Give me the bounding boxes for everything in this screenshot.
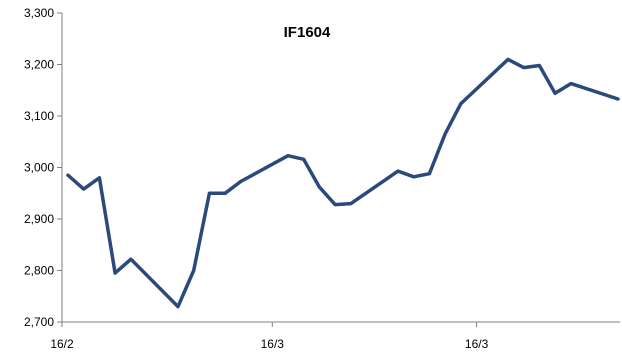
data-point bbox=[396, 169, 400, 173]
y-tick-label: 3,100 bbox=[24, 109, 54, 123]
data-point bbox=[192, 269, 195, 272]
series-line-0 bbox=[66, 57, 620, 309]
data-point bbox=[569, 82, 573, 85]
data-point bbox=[208, 192, 211, 195]
data-point bbox=[412, 175, 415, 178]
chart-title: IF1604 bbox=[284, 24, 331, 41]
data-point bbox=[333, 203, 337, 206]
data-point bbox=[176, 305, 180, 308]
y-tick-label: 2,900 bbox=[24, 212, 54, 226]
y-tick-label: 3,000 bbox=[24, 161, 54, 175]
data-point bbox=[129, 258, 133, 261]
y-tick-label: 2,700 bbox=[24, 315, 54, 329]
x-tick-label: 16/3 bbox=[261, 337, 285, 351]
data-point bbox=[538, 64, 541, 67]
data-point bbox=[286, 154, 290, 157]
data-point bbox=[443, 132, 447, 136]
data-point bbox=[349, 202, 353, 205]
data-point bbox=[553, 92, 557, 95]
data-point bbox=[223, 192, 227, 195]
data-point bbox=[318, 185, 321, 189]
x-tick-label: 16/3 bbox=[465, 337, 489, 351]
y-tick-label: 3,300 bbox=[24, 6, 54, 20]
y-tick-label: 2,800 bbox=[24, 264, 54, 278]
data-point bbox=[459, 102, 463, 105]
series-layer bbox=[66, 57, 620, 309]
x-axis: 16/2 16/3 16/3 bbox=[50, 321, 620, 351]
data-point bbox=[616, 97, 620, 101]
data-point bbox=[506, 58, 510, 61]
data-point bbox=[522, 66, 525, 69]
y-tick-label: 3,200 bbox=[24, 58, 54, 72]
data-point bbox=[82, 187, 85, 191]
data-point bbox=[302, 158, 305, 161]
data-point bbox=[239, 180, 243, 183]
data-point bbox=[66, 174, 70, 177]
x-tick-label: 16/2 bbox=[50, 337, 74, 351]
y-axis: 2,700 2,800 2,900 3,000 3,100 3,200 3,300 bbox=[24, 6, 63, 329]
data-point bbox=[428, 172, 431, 175]
data-point bbox=[113, 271, 117, 275]
data-point bbox=[98, 176, 101, 179]
